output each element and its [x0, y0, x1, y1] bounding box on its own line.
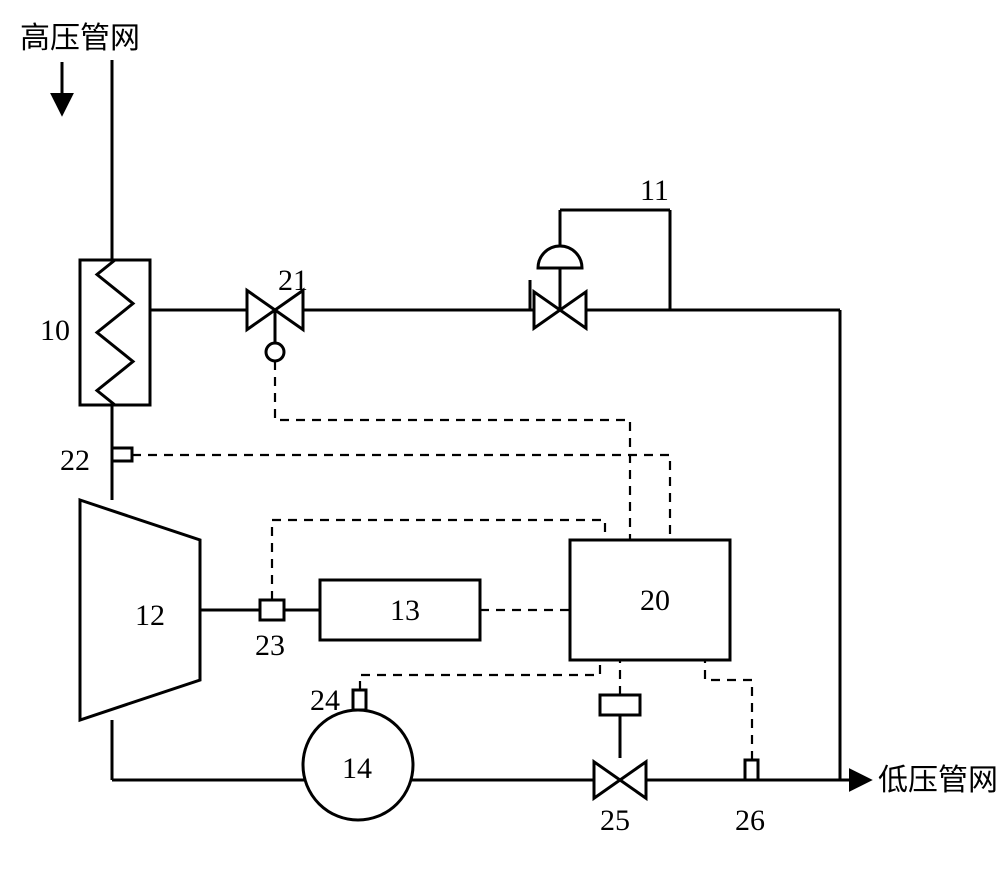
label-n23: 23: [255, 629, 285, 662]
labels: 高压管网低压管网 10 11 21 22 12 23 13 20 24 14 25 26: [20, 22, 998, 837]
text-out_label: 低压管网: [878, 764, 998, 797]
label-n22: 22: [60, 444, 90, 477]
coupling-23: [260, 600, 284, 620]
label-n14: 14: [342, 752, 372, 785]
label-n25: 25: [600, 804, 630, 837]
sensor-22: [112, 448, 132, 461]
heat-exchanger: [80, 260, 150, 405]
label-n10: 10: [40, 314, 70, 347]
label-n20: 20: [640, 584, 670, 617]
text-in_label: 高压管网: [20, 22, 140, 55]
label-n26: 26: [735, 804, 765, 837]
sensor-24: [353, 690, 366, 710]
label-n12: 12: [135, 599, 165, 632]
label-n11: 11: [640, 174, 669, 207]
component-shapes: [80, 210, 758, 820]
label-n13: 13: [390, 594, 420, 627]
prv-dome: [538, 246, 582, 268]
sensor-26: [745, 760, 758, 780]
pipe-lines: [112, 60, 860, 780]
valve-21-handle: [266, 343, 284, 361]
label-n24: 24: [310, 684, 340, 717]
actuator-25: [600, 695, 640, 715]
label-n21: 21: [278, 264, 308, 297]
